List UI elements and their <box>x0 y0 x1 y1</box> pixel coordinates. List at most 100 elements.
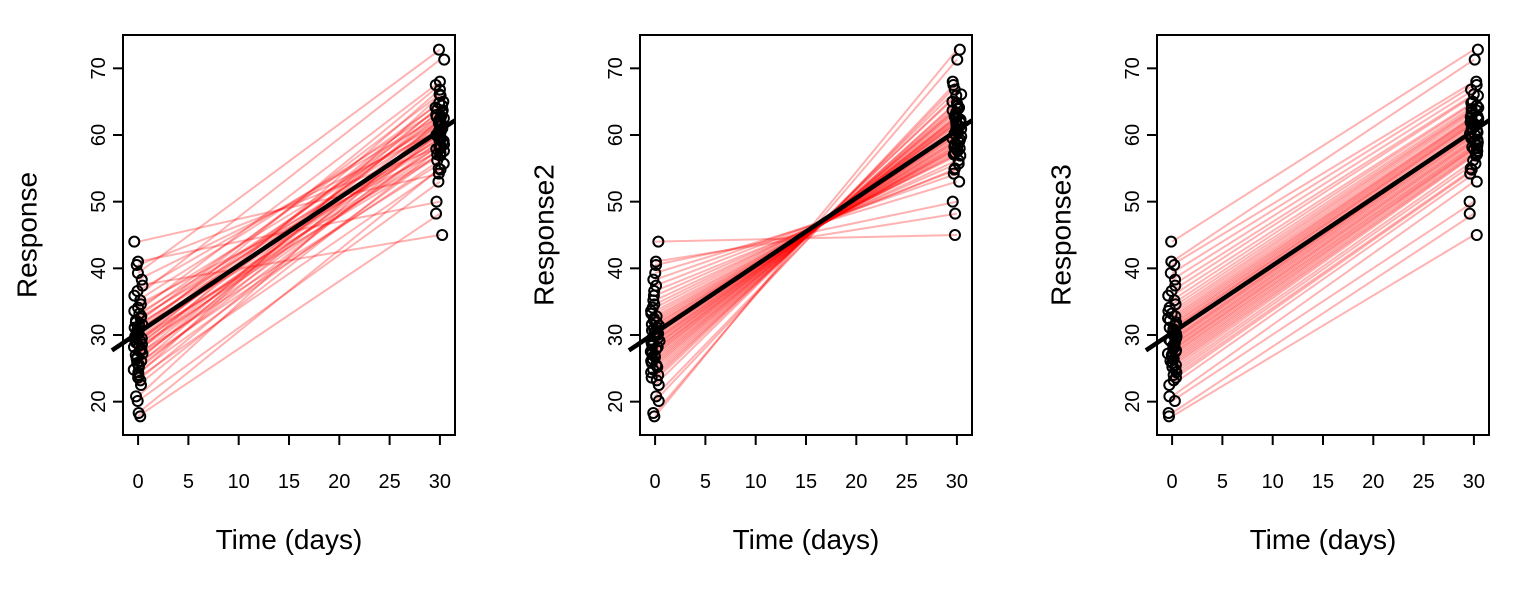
subject-line <box>137 48 441 274</box>
data-point-day30 <box>1470 229 1483 241</box>
data-point-day30 <box>433 75 446 88</box>
subject-line <box>137 108 441 302</box>
subject-line <box>1171 143 1475 355</box>
data-point-day0 <box>650 279 663 292</box>
subject-line <box>137 88 441 353</box>
subject-line <box>1171 162 1475 376</box>
subject-line <box>1171 131 1475 342</box>
x-tick-label: 15 <box>795 471 817 493</box>
y-tick-label: 60 <box>605 124 627 146</box>
y-tick-label: 50 <box>605 191 627 213</box>
subject-line <box>137 168 441 379</box>
subject-line <box>654 118 958 353</box>
subject-line <box>1171 140 1475 352</box>
x-tick-label: 0 <box>133 471 144 493</box>
subject-line <box>654 212 958 263</box>
y-tick-label: 40 <box>1122 257 1144 279</box>
subject-line <box>1171 147 1475 360</box>
subject-line <box>137 58 441 297</box>
data-point-day30 <box>433 97 446 109</box>
y-axis: 20 30 40 50 60 70 <box>88 57 123 413</box>
subject-line <box>1171 48 1475 243</box>
data-point-day0 <box>132 301 145 314</box>
subject-line <box>1171 141 1475 353</box>
subject-line <box>137 123 441 327</box>
subject-line <box>137 118 441 322</box>
subject-lines <box>137 48 441 418</box>
y-tick-label: 30 <box>1122 324 1144 346</box>
subject-line <box>1171 58 1475 263</box>
subject-line <box>137 84 441 334</box>
subject-line <box>1171 137 1475 348</box>
data-point-day0 <box>647 273 660 286</box>
subject-line <box>1171 180 1475 398</box>
subject-line <box>137 116 441 341</box>
y-tick-label: 20 <box>605 391 627 413</box>
y-tick-label: 70 <box>88 57 110 79</box>
subject-line <box>1171 108 1475 312</box>
subject-line <box>137 129 441 281</box>
x-axis: 0 5 10 15 20 25 30 <box>1167 434 1485 493</box>
subject-line <box>1171 212 1475 414</box>
mean-trend-line <box>1144 118 1491 353</box>
data-point-day30 <box>946 195 959 208</box>
data-point-day30 <box>951 53 964 66</box>
subject-line <box>137 148 441 348</box>
subject-line <box>1171 117 1475 326</box>
subject-line <box>654 111 958 362</box>
subject-line <box>137 154 441 340</box>
data-point-day0 <box>132 407 145 419</box>
data-point-day30 <box>438 53 451 66</box>
subject-line <box>1171 111 1475 318</box>
subject-line <box>137 172 441 243</box>
subject-line <box>137 140 441 368</box>
data-point-day30 <box>947 167 960 180</box>
y-tick-label: 60 <box>88 124 110 146</box>
data-point-day0 <box>130 390 143 403</box>
subject-line <box>137 135 441 352</box>
subject-line <box>1171 132 1475 344</box>
subject-line <box>655 234 957 243</box>
subject-line <box>137 212 441 418</box>
subject-line <box>1171 109 1475 315</box>
data-point-day30 <box>430 195 443 208</box>
subject-line <box>137 94 441 376</box>
subject-line <box>137 120 441 356</box>
y-axis-title: Response2 <box>529 164 560 306</box>
data-point-day0 <box>131 267 144 279</box>
subject-line <box>654 100 958 376</box>
y-tick-label: 70 <box>605 57 627 79</box>
subject-line <box>1171 104 1475 306</box>
subject-line <box>654 180 958 274</box>
data-point-day30 <box>1470 175 1483 188</box>
subject-line <box>1171 135 1475 347</box>
subject-line <box>1171 118 1475 327</box>
x-tick-label: 30 <box>946 471 968 493</box>
subject-line <box>137 100 441 344</box>
subject-line <box>1171 100 1475 297</box>
x-tick-label: 15 <box>278 471 300 493</box>
y-axis: 20 30 40 50 60 70 <box>1122 57 1157 413</box>
subject-line <box>1171 154 1475 371</box>
data-point-day0 <box>650 390 663 403</box>
subject-line <box>654 120 958 352</box>
subject-line <box>137 102 441 318</box>
x-tick-label: 15 <box>1312 471 1334 493</box>
data-point-day30 <box>433 141 446 153</box>
subject-line <box>1171 121 1475 330</box>
subject-line <box>654 168 958 287</box>
y-axis-title: Response <box>12 172 43 298</box>
x-tick-label: 5 <box>700 471 711 493</box>
subject-line <box>1171 146 1475 358</box>
data-point-day0 <box>128 305 141 317</box>
data-point-day30 <box>436 229 449 241</box>
subject-line <box>1171 84 1475 274</box>
x-tick-label: 25 <box>378 471 400 493</box>
data-point-day0 <box>1165 235 1178 248</box>
subject-line <box>137 234 441 287</box>
subject-line <box>654 121 958 350</box>
data-point-day30 <box>433 116 446 129</box>
subject-line <box>137 147 441 386</box>
data-point-day30 <box>431 148 444 161</box>
data-point-day30 <box>433 88 446 101</box>
